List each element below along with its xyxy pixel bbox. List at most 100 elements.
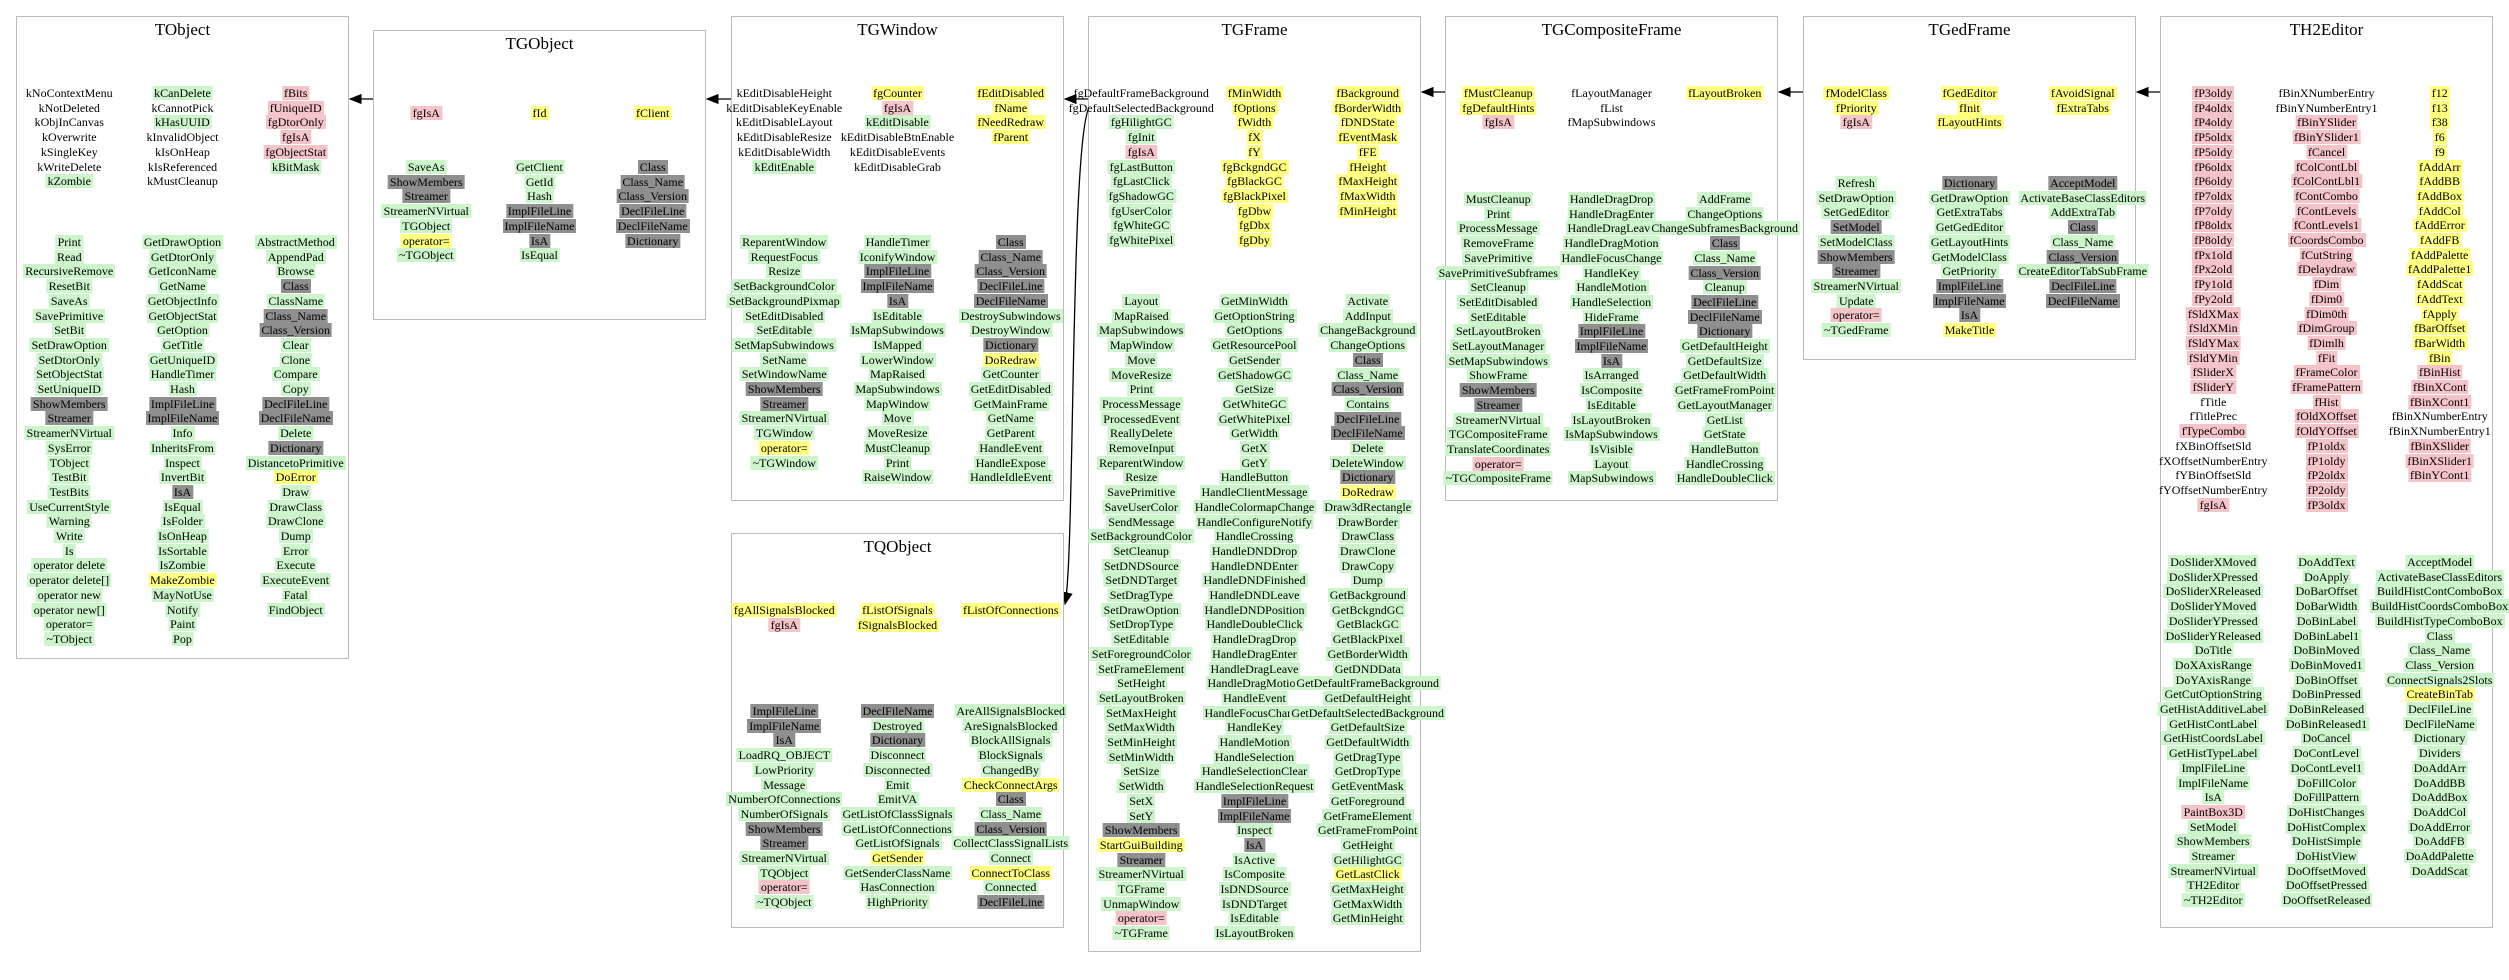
member-entry: operator new bbox=[35, 587, 103, 602]
member-entry: fgDefaultSelectedBackground bbox=[1068, 100, 1214, 115]
member-entry: fgIsA bbox=[1125, 144, 1157, 159]
member-entry: HandleButton bbox=[1689, 441, 1761, 456]
member-entry: operator delete[] bbox=[27, 573, 112, 588]
member-entry: DoBinLabel1 bbox=[2291, 628, 2362, 643]
member-entry: Class bbox=[995, 792, 1026, 807]
member-entry: kCanDelete bbox=[152, 86, 213, 100]
member-entry: IsMapSubwindows bbox=[1563, 427, 1660, 442]
member-entry: Compare bbox=[271, 367, 320, 382]
member-entry: fSliderY bbox=[2190, 380, 2236, 394]
member-entry: CreateEditorTabSubFrame bbox=[2016, 264, 2149, 279]
member-entry: GetMaxHeight bbox=[1329, 882, 1406, 896]
member-entry: ChangeOptions bbox=[1328, 338, 1408, 353]
member-entry: fLayoutManager bbox=[1571, 86, 1652, 100]
member-entry: GetDefaultHeight bbox=[1679, 339, 1770, 353]
member-entry: GetDefaultFrameBackground bbox=[1294, 676, 1442, 691]
member-entry: f6 bbox=[2432, 130, 2447, 145]
member-entry: SetMinWidth bbox=[1106, 749, 1176, 764]
member-entry: fgDefaultFrameBackground bbox=[1073, 86, 1209, 100]
member-entry: DeclFileName bbox=[2402, 716, 2477, 731]
member-entry: fSliderX bbox=[2190, 365, 2236, 380]
member-entry: Draw bbox=[280, 484, 312, 499]
member-entry: SavePrimitive bbox=[1105, 485, 1178, 500]
member-entry: fDim0 bbox=[2308, 291, 2345, 306]
member-entry: SetEditable bbox=[754, 323, 814, 338]
member-entry: GetLastClick bbox=[1333, 867, 1402, 882]
member-entry: Class_Name bbox=[978, 806, 1044, 821]
member-entry: SetX bbox=[1127, 793, 1156, 808]
member-entry: GetMinWidth bbox=[1219, 294, 1290, 308]
member-entry: fP4oldy bbox=[2192, 115, 2235, 130]
member-entry: IsVisible bbox=[1588, 441, 1635, 456]
member-entry: fTitle bbox=[2200, 394, 2227, 409]
member-entry: DeclFileLine bbox=[1691, 294, 1759, 309]
member-entry: MustCleanup bbox=[863, 440, 932, 455]
member-entry: fListOfSignals bbox=[860, 603, 935, 617]
member-entry: Class bbox=[2424, 628, 2455, 643]
member-entry: SetDNDSource bbox=[1101, 558, 1181, 573]
member-entry: HandleDragLeave bbox=[1565, 221, 1658, 236]
member-entry: DoAddCol bbox=[2411, 804, 2469, 819]
member-entry: HandleDNDPosition bbox=[1202, 602, 1307, 617]
member-entry: fgIsA bbox=[2197, 497, 2229, 512]
member-entry: StreamerNVirtual bbox=[381, 204, 471, 219]
member-entry: Clone bbox=[279, 352, 313, 367]
member-entry: Layout bbox=[1592, 456, 1631, 471]
member-entry: fP2oldy bbox=[2305, 482, 2348, 497]
member-entry: GetSize bbox=[1233, 382, 1276, 397]
member-entry: SetY bbox=[1127, 808, 1156, 823]
member-entry: ActivateBaseClassEditors bbox=[2375, 569, 2505, 584]
member-entry: DoSliderYMoved bbox=[2168, 599, 2259, 614]
member-entry: ImplFileLine bbox=[2179, 760, 2247, 775]
member-entry: fInit bbox=[1957, 100, 1982, 115]
member-entry: operator= bbox=[43, 617, 95, 632]
member-entry: ImplFileLine bbox=[863, 264, 932, 279]
member-entry: GetListOfSignals bbox=[853, 836, 942, 851]
member-entry: Notify bbox=[164, 602, 201, 617]
member-entry: GetDtorOnly bbox=[148, 249, 217, 264]
member-entry: kNotDeleted bbox=[38, 100, 100, 115]
member-entry: UnmapWindow bbox=[1101, 896, 1182, 911]
member-entry: fgBlackGC bbox=[1225, 174, 1284, 189]
member-entry: DeleteWindow bbox=[1329, 455, 1406, 470]
member-entry: fDim bbox=[2311, 277, 2342, 292]
member-entry: fAddArr bbox=[2417, 159, 2463, 174]
member-entry: fFE bbox=[1356, 144, 1379, 159]
member-entry: DrawCopy bbox=[1339, 558, 1397, 573]
member-entry: IsA bbox=[2202, 790, 2224, 805]
member-entry: GetHistContLabel bbox=[2167, 716, 2260, 731]
member-entry: ProcessMessage bbox=[1099, 396, 1183, 411]
member-entry: GetDefaultSize bbox=[1685, 353, 1764, 368]
member-entry: fgShadowGC bbox=[1106, 188, 1176, 203]
member-entry: Class_Name bbox=[1692, 250, 1758, 265]
member-entry: DoBarOffset bbox=[2293, 584, 2360, 599]
member-entry: Dictionary bbox=[625, 233, 681, 248]
member-entry: Message bbox=[761, 777, 808, 792]
member-entry: fLayoutBroken bbox=[1686, 86, 1764, 100]
member-entry: GetExtraTabs bbox=[1934, 205, 2005, 220]
member-entry: fgInit bbox=[1125, 130, 1157, 145]
member-entry: fP1oldx bbox=[2305, 438, 2348, 453]
member-entry: fWidth bbox=[1235, 115, 1274, 130]
member-entry: fOptions bbox=[1231, 100, 1278, 115]
member-entry: kEditDisableBtnEnable bbox=[840, 130, 955, 145]
member-entry: Paint bbox=[168, 617, 197, 632]
member-entry: DrawClone bbox=[266, 514, 326, 529]
member-entry: StreamerNVirtual bbox=[1811, 278, 1901, 293]
member-entry: fgIsA bbox=[1482, 115, 1514, 130]
member-entry: IsZombie bbox=[157, 558, 208, 573]
member-entry: GetWhitePixel bbox=[1216, 411, 1293, 426]
member-entry: fgLastButton bbox=[1107, 159, 1175, 174]
member-entry: ProcessMessage bbox=[1456, 221, 1540, 236]
member-entry: RemoveFrame bbox=[1460, 236, 1536, 251]
member-entry: ShowMembers bbox=[1459, 383, 1537, 398]
member-entry: HandleSelectionClear bbox=[1199, 764, 1310, 779]
member-entry: GetDefaultWidth bbox=[1324, 735, 1412, 749]
member-entry: GetMaxWidth bbox=[1331, 896, 1405, 911]
member-entry: LowerWindow bbox=[859, 352, 936, 367]
member-entry: Cleanup bbox=[1702, 280, 1747, 295]
arrow bbox=[1062, 105, 1091, 606]
member-entry: ReparentWindow bbox=[740, 235, 829, 249]
member-entry: fList bbox=[1600, 100, 1623, 115]
member-entry: GetClient bbox=[514, 160, 565, 174]
